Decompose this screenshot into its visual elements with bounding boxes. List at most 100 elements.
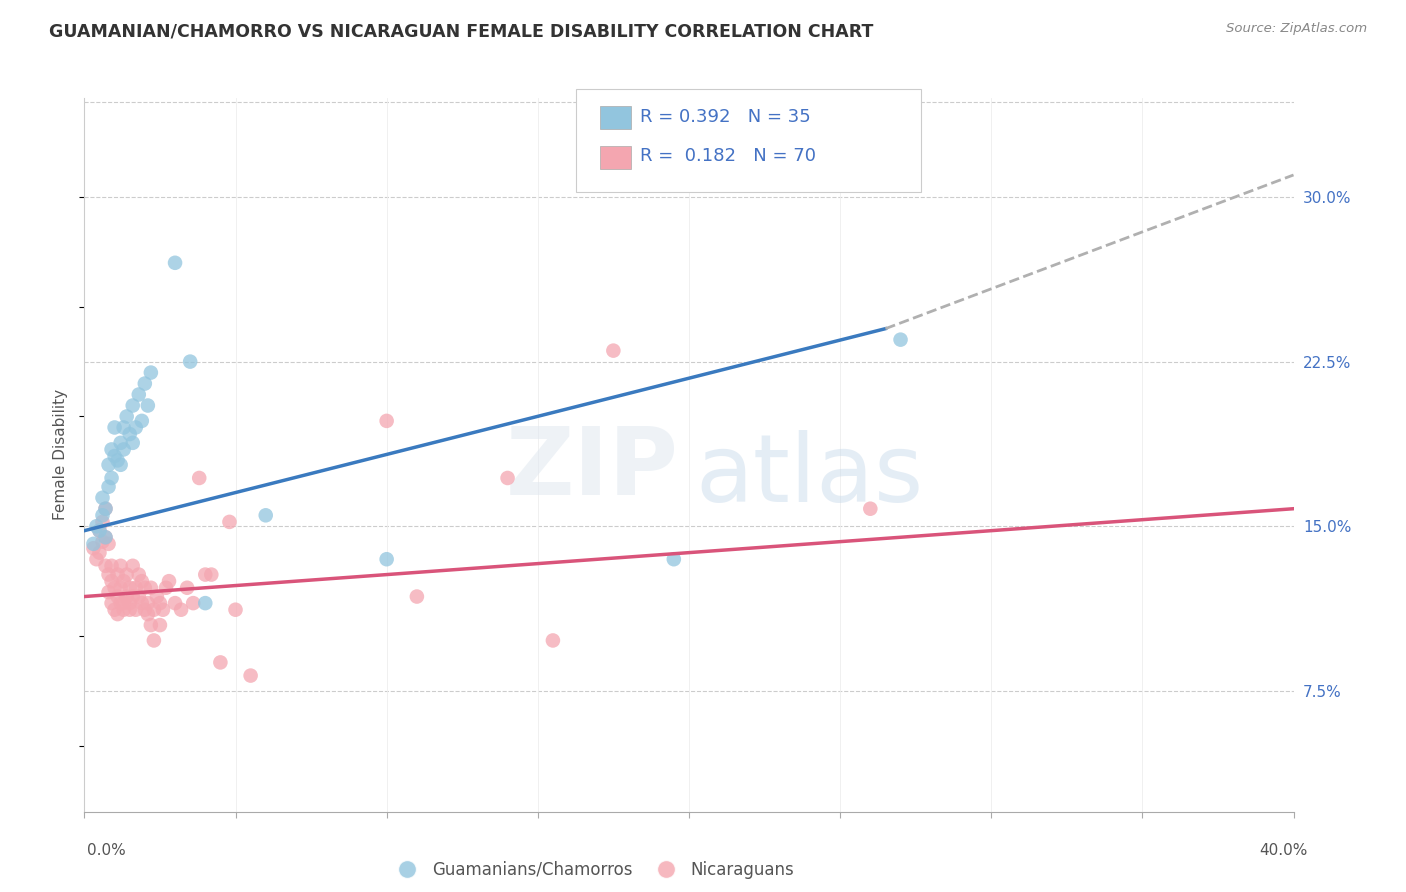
Point	[121, 435, 143, 450]
Point	[142, 603, 165, 617]
Point	[86, 519, 108, 533]
Point	[131, 596, 153, 610]
Point	[146, 590, 169, 604]
Point	[94, 501, 117, 516]
Point	[194, 567, 217, 582]
Point	[110, 596, 132, 610]
Point	[139, 618, 162, 632]
Point	[136, 596, 159, 610]
Text: GUAMANIAN/CHAMORRO VS NICARAGUAN FEMALE DISABILITY CORRELATION CHART: GUAMANIAN/CHAMORRO VS NICARAGUAN FEMALE …	[49, 22, 873, 40]
Point	[107, 590, 129, 604]
Point	[181, 596, 204, 610]
Text: atlas: atlas	[696, 430, 924, 523]
Point	[239, 668, 262, 682]
Point	[94, 501, 117, 516]
Point	[115, 590, 138, 604]
Point	[97, 585, 120, 599]
Point	[100, 596, 122, 610]
Point	[107, 567, 129, 582]
Point	[112, 420, 135, 434]
Point	[134, 603, 156, 617]
Point	[136, 399, 159, 413]
Point	[91, 508, 114, 523]
Text: 0.0%: 0.0%	[87, 843, 127, 858]
Point	[82, 541, 104, 556]
Text: ZIP: ZIP	[506, 423, 679, 516]
Point	[165, 596, 187, 610]
Point	[89, 524, 111, 538]
Point	[94, 530, 117, 544]
Text: R =  0.182   N = 70: R = 0.182 N = 70	[640, 147, 815, 165]
Point	[125, 581, 148, 595]
Point	[121, 558, 143, 573]
Point	[662, 552, 685, 566]
Point	[100, 558, 122, 573]
Point	[149, 618, 172, 632]
Point	[406, 590, 429, 604]
Point	[110, 435, 132, 450]
Point	[94, 558, 117, 573]
Point	[131, 414, 153, 428]
Point	[134, 376, 156, 391]
Text: 40.0%: 40.0%	[1260, 843, 1308, 858]
Point	[110, 581, 132, 595]
Point	[118, 596, 141, 610]
Point	[125, 603, 148, 617]
Point	[118, 581, 141, 595]
Point	[115, 567, 138, 582]
Point	[91, 491, 114, 505]
Point	[128, 387, 150, 401]
Point	[110, 558, 132, 573]
Point	[128, 567, 150, 582]
Point	[100, 442, 122, 457]
Point	[112, 574, 135, 589]
Point	[91, 534, 114, 549]
Text: R = 0.392   N = 35: R = 0.392 N = 35	[640, 108, 810, 126]
Point	[179, 354, 201, 368]
Point	[97, 480, 120, 494]
Point	[375, 552, 398, 566]
Point	[104, 449, 127, 463]
Point	[225, 603, 247, 617]
Point	[194, 596, 217, 610]
Point	[134, 581, 156, 595]
Point	[110, 458, 132, 472]
Point	[149, 596, 172, 610]
Point	[188, 471, 211, 485]
Point	[142, 633, 165, 648]
Point	[139, 366, 162, 380]
Point	[118, 603, 141, 617]
Point	[118, 427, 141, 442]
Point	[602, 343, 624, 358]
Point	[115, 409, 138, 424]
Point	[97, 537, 120, 551]
Legend: Guamanians/Chamorros, Nicaraguans: Guamanians/Chamorros, Nicaraguans	[384, 855, 801, 886]
Point	[112, 603, 135, 617]
Point	[100, 574, 122, 589]
Point	[131, 574, 153, 589]
Point	[155, 581, 177, 595]
Point	[91, 515, 114, 529]
Point	[104, 420, 127, 434]
Point	[94, 530, 117, 544]
Point	[176, 581, 198, 595]
Point	[125, 420, 148, 434]
Point	[165, 256, 187, 270]
Point	[890, 333, 912, 347]
Point	[82, 537, 104, 551]
Point	[209, 656, 232, 670]
Point	[200, 567, 222, 582]
Point	[97, 458, 120, 472]
Point	[89, 524, 111, 538]
Point	[100, 471, 122, 485]
Text: Source: ZipAtlas.com: Source: ZipAtlas.com	[1226, 22, 1367, 36]
Point	[541, 633, 564, 648]
Point	[136, 607, 159, 621]
Point	[152, 603, 174, 617]
Point	[104, 603, 127, 617]
Point	[107, 607, 129, 621]
Point	[128, 590, 150, 604]
Point	[121, 399, 143, 413]
Point	[97, 567, 120, 582]
Point	[139, 581, 162, 595]
